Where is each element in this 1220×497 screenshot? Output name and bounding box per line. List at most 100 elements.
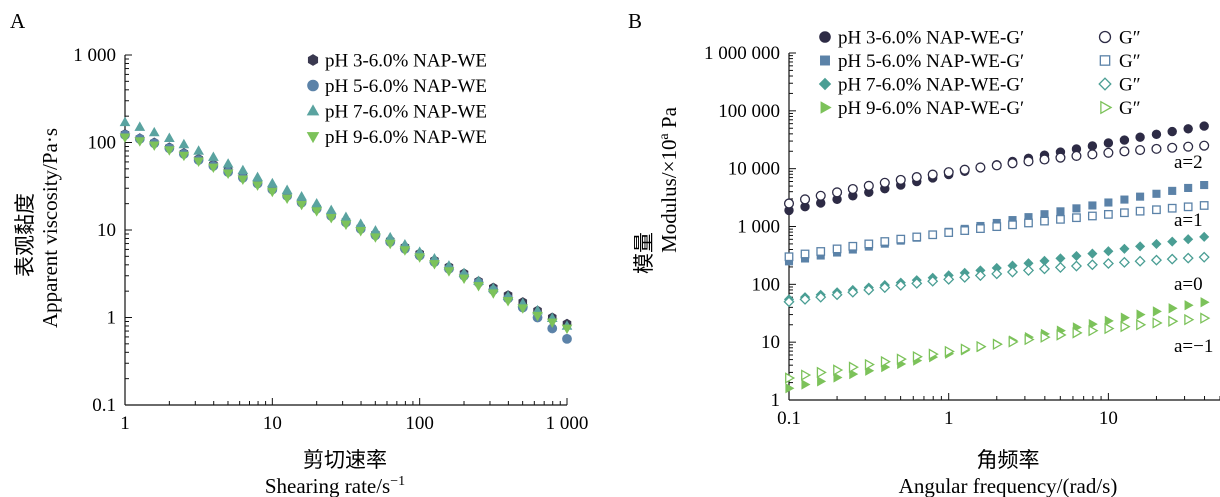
chart-b-point — [1120, 258, 1129, 267]
chart-b-point — [1184, 235, 1193, 244]
chart-b-point — [1200, 141, 1209, 150]
chart-b-point — [1057, 216, 1064, 223]
chart-b-point — [785, 199, 794, 208]
chart-b-point — [1136, 207, 1143, 214]
chart-b-point — [1104, 247, 1113, 256]
chart-b-y-tick-label: 1 — [771, 390, 781, 411]
chart-b-point — [1121, 209, 1128, 216]
chart-b-point — [1169, 304, 1177, 313]
chart-b-point — [945, 229, 952, 236]
chart-a-legend-marker — [308, 55, 318, 66]
chart-b-point — [834, 365, 842, 374]
chart-b-point — [816, 191, 825, 200]
chart-b-point — [993, 340, 1001, 349]
chart-b-point — [866, 360, 874, 369]
chart-a-xlabel-text: Shearing rate/s — [265, 474, 390, 497]
chart-b-legend-label: pH 3-6.0% NAP-WE-G′ — [838, 28, 1024, 49]
chart-b-point — [1200, 232, 1209, 241]
chart-b-legend-label: pH 9-6.0% NAP-WE-G′ — [838, 98, 1024, 119]
chart-b-point — [1168, 187, 1175, 194]
chart-b-legend-label: G″ — [1119, 75, 1141, 96]
chart-b-legend-marker — [1100, 32, 1111, 43]
chart-b-point — [1104, 259, 1113, 268]
chart-b-point — [993, 223, 1000, 230]
chart-a-point — [179, 139, 189, 148]
chart-b-point — [833, 188, 842, 197]
chart-a-point — [165, 133, 175, 142]
chart-b-series-2 — [785, 141, 1209, 208]
chart-b-annotation: a=2 — [1174, 152, 1203, 173]
chart-b-point — [977, 225, 984, 232]
chart-a-point — [209, 152, 219, 161]
chart-a-point — [488, 290, 498, 299]
chart-a-y-tick-label: 1 000 — [73, 45, 116, 66]
chart-b-point — [1024, 157, 1033, 166]
chart-b-point — [1135, 257, 1144, 266]
chart-a-legend-label: pH 3-6.0% NAP-WE — [325, 51, 487, 72]
panel-a-label: A — [10, 9, 26, 33]
chart-b-point — [801, 195, 810, 204]
chart-a-point — [282, 185, 292, 194]
chart-b-point — [1185, 301, 1193, 310]
chart-a-x-tick-label: 10 — [263, 413, 282, 434]
chart-b-x-tick-label: 1 — [944, 408, 954, 429]
chart-b-point — [786, 373, 794, 382]
chart-b-point — [1168, 254, 1177, 263]
panel-b-label: B — [628, 9, 642, 33]
chart-b-annotation: a=0 — [1174, 274, 1203, 295]
chart-b-point — [848, 185, 857, 194]
chart-b-point — [1169, 317, 1177, 326]
chart-a-point — [562, 334, 571, 343]
chart-a-point — [238, 165, 248, 174]
chart-b-annotation: a=−1 — [1174, 336, 1213, 357]
chart-b-point — [849, 243, 856, 250]
chart-b-point — [1088, 150, 1097, 159]
chart-b-point — [960, 165, 969, 174]
chart-b-legend-marker — [820, 32, 831, 43]
chart-b-point — [1153, 190, 1160, 197]
chart-b-point — [1200, 253, 1209, 262]
chart-b-x-tick-label: 10 — [1099, 408, 1118, 429]
chart-b-legend-label: pH 5-6.0% NAP-WE-G′ — [838, 51, 1024, 72]
chart-a-point — [194, 146, 204, 155]
chart-b-point — [1168, 143, 1177, 152]
chart-a-point — [371, 226, 381, 235]
chart-b-point — [1152, 144, 1161, 153]
chart-b-point — [1040, 264, 1049, 273]
chart-b-y-tick-label: 100 — [752, 274, 781, 295]
chart-b-point — [1121, 196, 1128, 203]
chart-b-legend-label: G″ — [1119, 28, 1141, 49]
chart-b-xlabel: Angular frequency/(rad/s) — [899, 474, 1118, 497]
chart-b-point — [1089, 326, 1097, 335]
chart-b-point — [1120, 147, 1129, 156]
chart-b-point — [881, 238, 888, 245]
chart-b-legend-marker — [1101, 102, 1111, 114]
chart-b-point — [1200, 181, 1207, 188]
chart-a-xlabel-cn: 剪切速率 — [303, 448, 387, 472]
chart-b-point — [1152, 130, 1161, 139]
chart-b-point — [1105, 324, 1113, 333]
chart-a-point — [341, 212, 351, 221]
chart-b-point — [1105, 211, 1112, 218]
chart-a-legend-marker — [308, 80, 319, 91]
chart-b-legend-label: G″ — [1119, 51, 1141, 72]
chart-b-point — [1056, 254, 1065, 263]
chart-a-point — [268, 178, 278, 187]
chart-b-point — [1184, 124, 1193, 133]
chart-b-point — [928, 170, 937, 179]
chart-b-point — [1121, 322, 1129, 331]
chart-a-x-tick-label: 1 000 — [546, 413, 589, 434]
chart-b-y-tick-label: 10 000 — [728, 159, 780, 180]
chart-b-point — [1104, 139, 1113, 148]
chart-a-point — [149, 127, 159, 136]
chart-b-point — [1135, 242, 1144, 251]
chart-a-point — [326, 205, 336, 214]
chart-b-point — [802, 370, 810, 379]
chart-b-point — [992, 161, 1001, 170]
chart-a-point — [312, 199, 322, 208]
chart-b-ylabel-cn: 模量 — [632, 232, 656, 274]
chart-b-point — [1056, 153, 1065, 162]
chart-a-y-tick-label: 0.1 — [92, 395, 116, 416]
chart-a-point — [356, 219, 366, 228]
chart-b-point — [1153, 318, 1161, 327]
